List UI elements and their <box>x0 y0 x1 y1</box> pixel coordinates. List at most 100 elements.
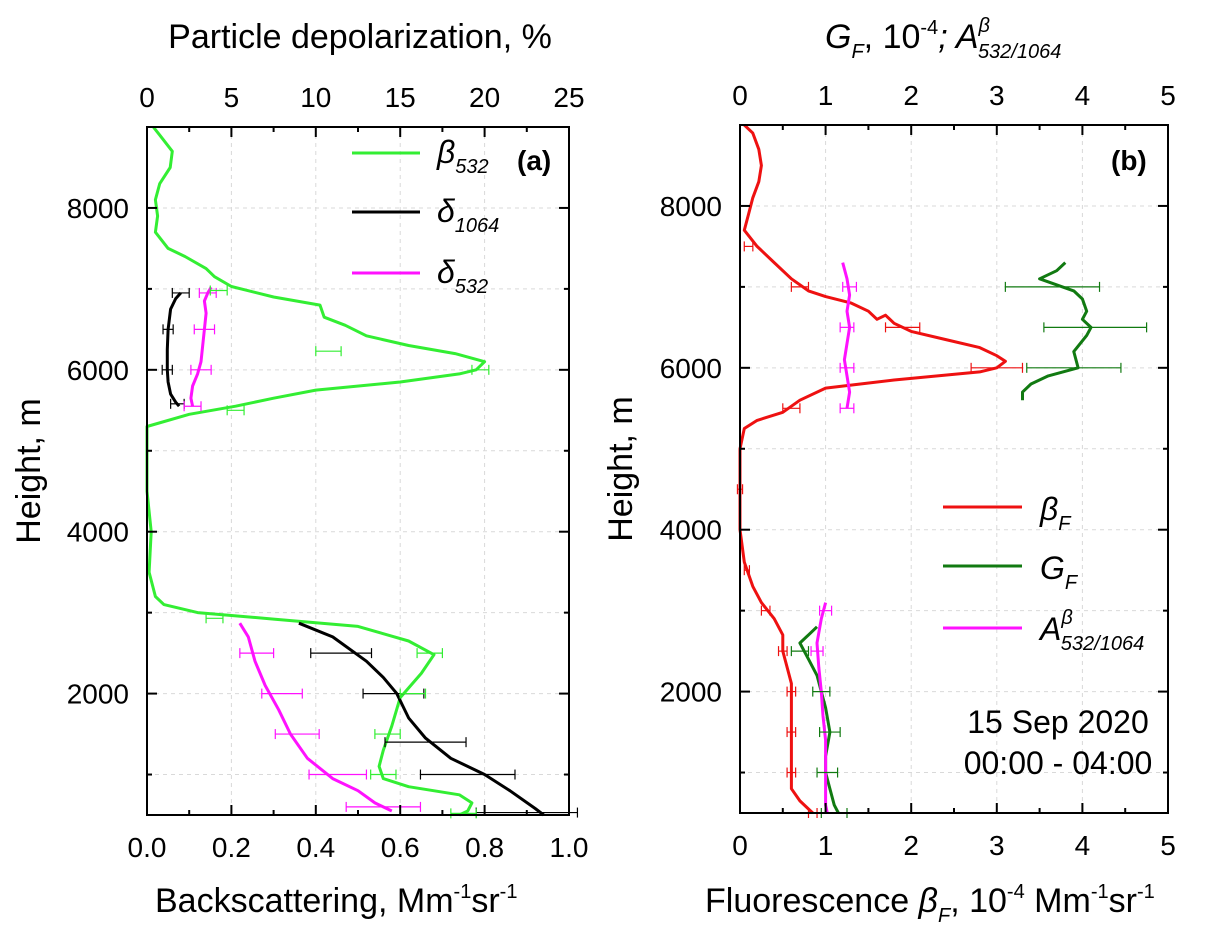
error-bar-a-23 <box>416 648 443 659</box>
panel-b: 0 1 2 3 4 5 0 1 2 3 4 5 2000 4000 6000 8000 GF, 10-4; A… <box>602 15 1176 927</box>
panel-b-gridlines <box>740 125 1168 813</box>
series-line-b-0-seg0 <box>738 123 1007 815</box>
top-tick-label: 5 <box>224 82 240 113</box>
error-bar-a-17 <box>345 801 422 812</box>
error-bar-b-19 <box>816 767 839 778</box>
panel-b-tag: (b) <box>1111 145 1147 176</box>
series-line-a-0-seg0 <box>145 126 487 817</box>
panel-a-gridlines <box>147 127 569 815</box>
top-tick-label: 0 <box>732 80 748 111</box>
y-tick-label: 2000 <box>67 679 129 710</box>
legend-label-delta532: δ532 <box>437 254 488 298</box>
y-tick-label: 2000 <box>660 677 722 708</box>
series-line-b-1-seg0 <box>1021 261 1093 401</box>
panel-b-ticks: 0 1 2 3 4 5 0 1 2 3 4 5 2000 4000 6000 8000 <box>660 80 1176 861</box>
top-tick-label: 3 <box>989 80 1005 111</box>
legend-label-A: Aβ 532/1064 <box>1038 607 1144 655</box>
error-bar-a-0 <box>171 287 190 298</box>
x-tick-label: 0.8 <box>465 832 504 863</box>
error-bar-a-24 <box>399 688 427 699</box>
x-tick-label: 1 <box>818 830 834 861</box>
error-bar-b-7 <box>760 605 771 616</box>
error-bar-b-21 <box>842 281 858 292</box>
error-bar-b-9 <box>786 686 797 697</box>
panel-a-data <box>145 126 579 819</box>
error-bar-b-26 <box>810 646 824 657</box>
panel-b-x-axis-title: Fluorescence βF, 10-4 Mm-1sr-1 <box>705 881 1155 927</box>
error-bar-a-6 <box>384 737 467 748</box>
top-tick-label: 0 <box>139 82 155 113</box>
error-bar-a-27 <box>450 808 477 819</box>
top-tick-label: 25 <box>553 82 584 113</box>
error-bar-b-1 <box>790 281 810 292</box>
error-bar-b-3 <box>970 362 1024 373</box>
y-tick-label: 6000 <box>67 355 129 386</box>
top-tick-label: 5 <box>1160 80 1176 111</box>
top-tick-label: 2 <box>903 80 919 111</box>
series-line-b-2-seg1 <box>815 602 829 814</box>
x-tick-label: 5 <box>1160 830 1176 861</box>
series-line-a-2-seg0 <box>189 286 213 407</box>
error-bar-a-9 <box>198 287 217 298</box>
error-bar-b-2 <box>884 322 921 333</box>
x-tick-label: 0.6 <box>381 832 420 863</box>
y-tick-label: 6000 <box>660 353 722 384</box>
error-bar-b-14 <box>1043 322 1148 333</box>
error-bar-b-18 <box>819 727 841 738</box>
error-bar-a-7 <box>419 769 516 780</box>
error-bar-a-13 <box>239 648 275 659</box>
top-tick-label: 4 <box>1075 80 1091 111</box>
error-bar-b-13 <box>1004 281 1101 292</box>
panel-a-top-axis-title: Particle depolarization, % <box>168 18 552 56</box>
top-tick-label: 15 <box>385 82 416 113</box>
panel-a-tag: (a) <box>517 145 551 176</box>
y-tick-label: 4000 <box>67 517 129 548</box>
x-tick-label: 0.2 <box>212 832 251 863</box>
error-bar-a-25 <box>374 729 401 740</box>
panel-a-y-axis-title: Height, m <box>10 398 48 544</box>
series-line-a-2-seg1 <box>238 622 393 813</box>
legend-label-delta1064: δ1064 <box>437 193 499 237</box>
error-bar-b-8 <box>777 646 788 657</box>
legend-label-GF: GF <box>1040 550 1079 594</box>
top-tick-label: 20 <box>469 82 500 113</box>
error-bar-b-6 <box>743 565 751 576</box>
top-tick-label: 10 <box>300 82 331 113</box>
series-line-b-1-seg1 <box>798 625 840 814</box>
y-tick-label: 4000 <box>660 515 722 546</box>
error-bar-a-1 <box>162 324 174 335</box>
error-bar-b-16 <box>790 646 810 657</box>
y-tick-label: 8000 <box>660 191 722 222</box>
error-bar-b-17 <box>812 686 831 697</box>
error-bar-a-15 <box>274 729 320 740</box>
error-bar-a-19 <box>315 346 342 357</box>
y-tick-label: 8000 <box>67 193 129 224</box>
panel-b-y-axis-title: Height, m <box>602 396 640 542</box>
error-bar-a-4 <box>310 648 373 659</box>
legend-label-beta532: β532 <box>436 134 489 178</box>
error-bar-b-23 <box>839 362 855 373</box>
error-bar-a-14 <box>261 688 303 699</box>
x-tick-label: 0.4 <box>296 832 335 863</box>
legend-label-betaF: βF <box>1039 491 1072 535</box>
top-tick-label: 1 <box>818 80 834 111</box>
x-tick-label: 1.0 <box>550 832 589 863</box>
error-bar-b-11 <box>786 767 797 778</box>
error-bar-a-12 <box>183 401 202 412</box>
error-bar-b-22 <box>839 322 855 333</box>
x-tick-label: 0.0 <box>128 832 167 863</box>
error-bar-a-11 <box>190 364 212 375</box>
error-bar-b-0 <box>743 241 754 252</box>
error-bar-a-16 <box>308 769 368 780</box>
panel-b-top-axis-title: GF, 10-4; Aβ 532/1064 <box>825 15 1061 63</box>
x-tick-label: 4 <box>1075 830 1091 861</box>
date-annotation: 15 Sep 2020 <box>967 704 1149 740</box>
error-bar-b-25 <box>819 605 833 616</box>
series-line-a-1-seg0 <box>165 291 182 408</box>
error-bar-b-24 <box>839 403 855 414</box>
x-tick-label: 3 <box>989 830 1005 861</box>
error-bar-a-2 <box>161 364 173 375</box>
series-line-a-1-seg1 <box>298 621 545 817</box>
error-bar-a-18 <box>209 285 228 296</box>
